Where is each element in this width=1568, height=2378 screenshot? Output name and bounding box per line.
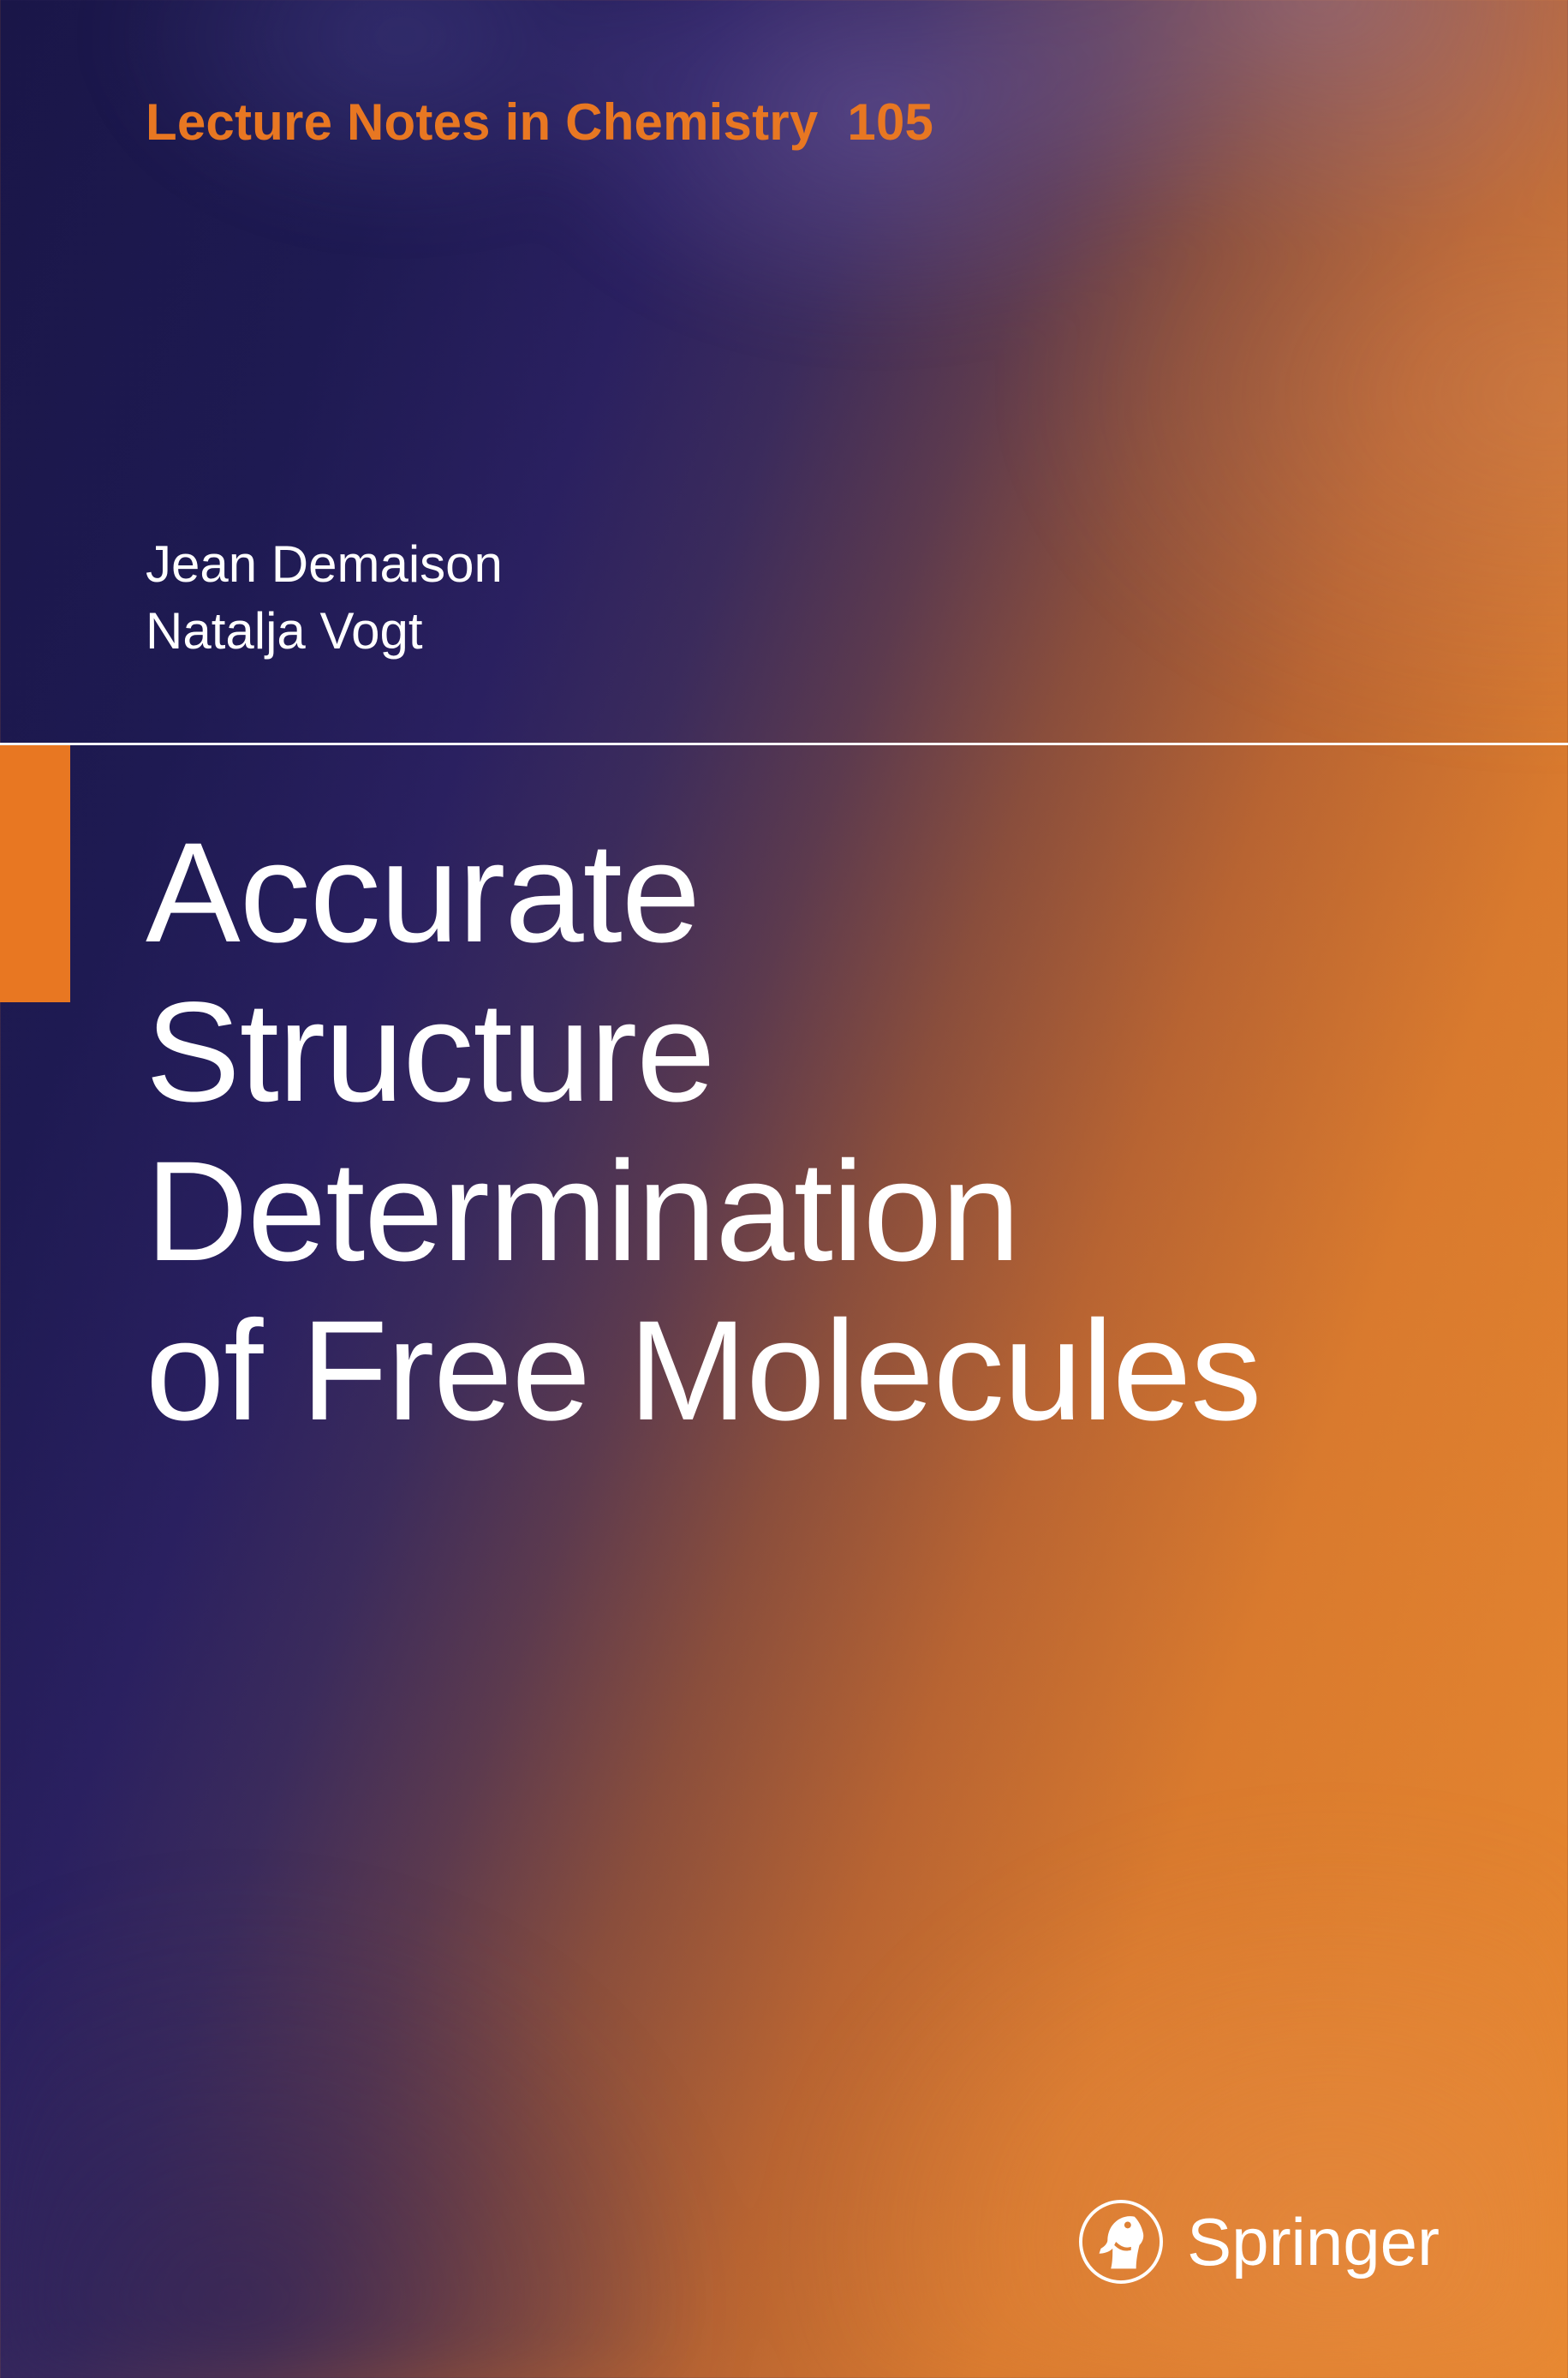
- publisher-block: Springer: [1079, 2200, 1440, 2284]
- series-volume: 105: [847, 93, 933, 152]
- publisher-name: Springer: [1187, 2203, 1440, 2281]
- author-2: Natalja Vogt: [146, 598, 503, 665]
- author-1: Jean Demaison: [146, 531, 503, 598]
- accent-tab: [0, 745, 70, 1002]
- horizontal-divider: [0, 743, 1568, 745]
- title-line-4: of Free Molecules: [146, 1292, 1499, 1451]
- title-line-2: Structure: [146, 973, 1499, 1132]
- title-line-3: Determination: [146, 1132, 1499, 1292]
- series-line: Lecture Notes in Chemistry 105: [146, 93, 1422, 152]
- title-line-1: Accurate: [146, 814, 1499, 973]
- series-name: Lecture Notes in Chemistry: [146, 93, 818, 152]
- springer-horse-icon: [1079, 2200, 1163, 2284]
- authors-block: Jean Demaison Natalja Vogt: [146, 531, 503, 665]
- book-title: Accurate Structure Determination of Free…: [146, 814, 1499, 1451]
